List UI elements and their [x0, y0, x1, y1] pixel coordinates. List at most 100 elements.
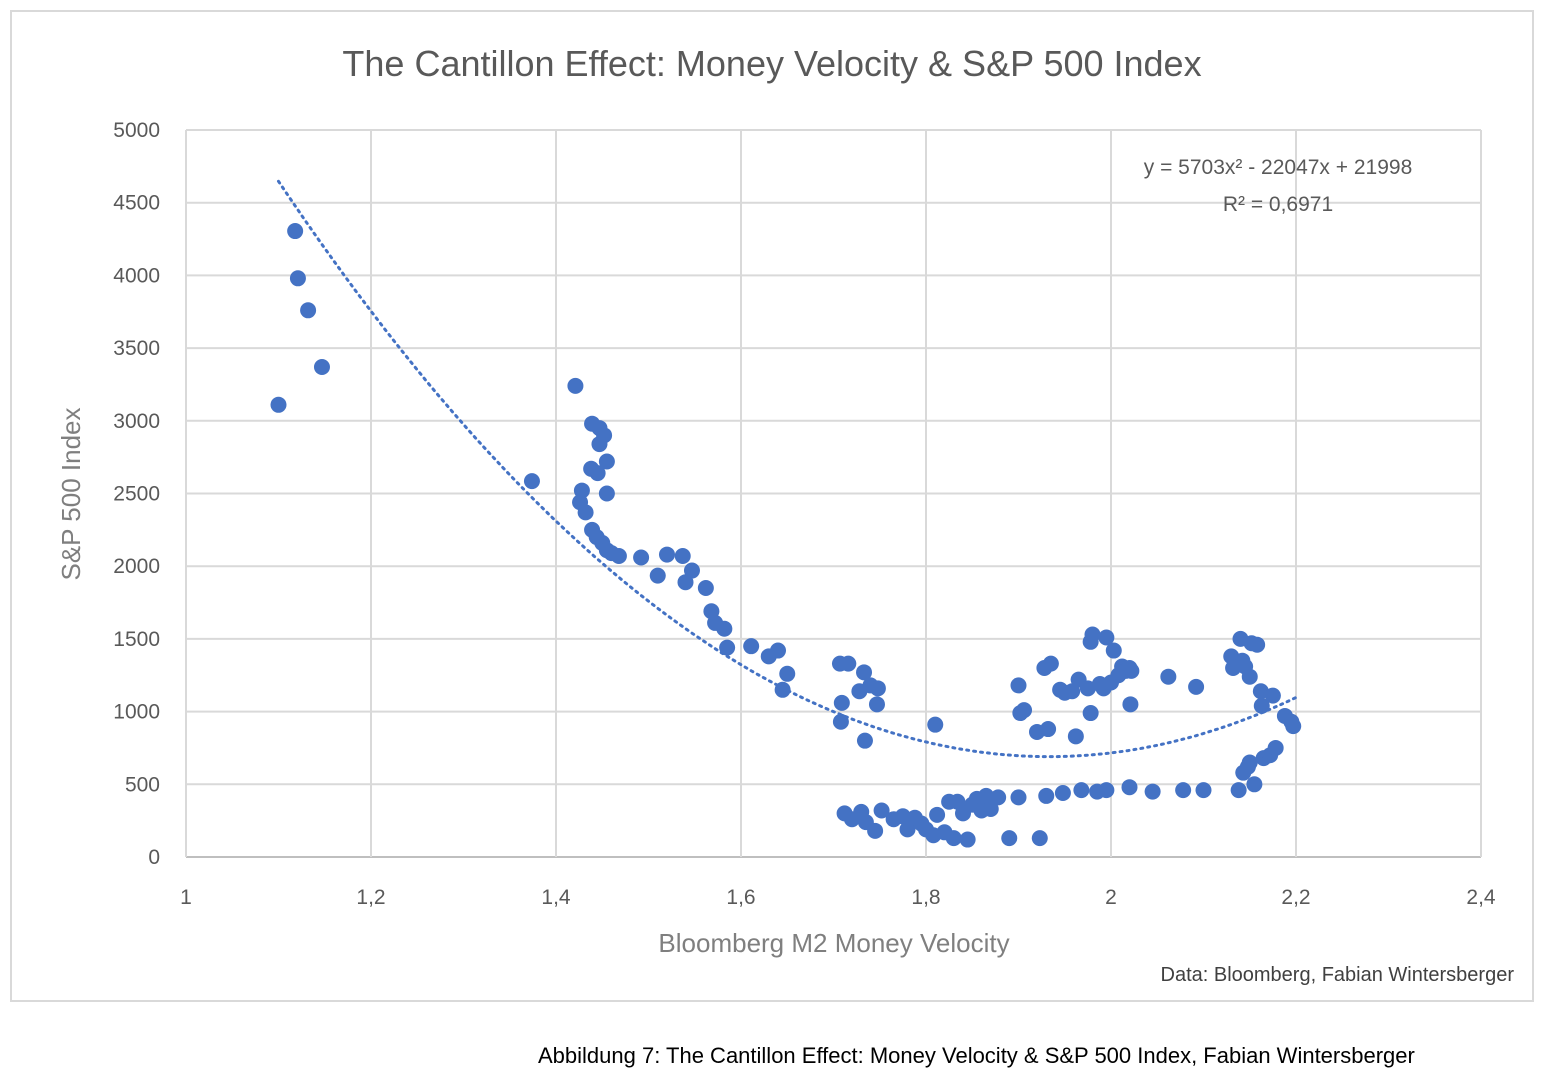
data-point	[313, 359, 330, 376]
data-point	[716, 620, 733, 637]
data-point	[1064, 683, 1081, 700]
data-point	[1175, 782, 1192, 799]
data-point	[270, 396, 287, 413]
data-point	[633, 549, 650, 566]
y-tick-label: 0	[148, 846, 160, 869]
data-point	[1079, 680, 1096, 697]
data-point	[840, 655, 857, 672]
data-point	[945, 830, 962, 847]
data-point	[867, 822, 884, 839]
data-point	[1105, 642, 1122, 659]
data-point	[1001, 830, 1018, 847]
data-point	[1010, 789, 1027, 806]
data-point	[978, 787, 995, 804]
data-point	[982, 801, 999, 818]
y-tick-label: 4000	[113, 264, 160, 287]
data-point	[677, 574, 694, 591]
data-point	[856, 664, 873, 681]
data-point	[674, 548, 691, 565]
data-point	[990, 789, 1007, 806]
data-point	[1285, 718, 1302, 735]
data-point	[1042, 655, 1059, 672]
data-point	[1067, 728, 1084, 745]
x-axis-label: Bloomberg M2 Money Velocity	[658, 928, 1009, 958]
figure-caption: Abbildung 7: The Cantillon Effect: Money…	[538, 1043, 1415, 1068]
data-point	[1038, 787, 1055, 804]
data-point	[833, 694, 850, 711]
data-point	[300, 302, 317, 319]
data-point	[1252, 683, 1269, 700]
data-point	[856, 732, 873, 749]
data-point	[649, 567, 666, 584]
x-tick-label: 1,8	[911, 886, 940, 909]
data-point	[589, 465, 606, 482]
gridlines	[185, 129, 1482, 858]
data-point	[868, 696, 885, 713]
data-point	[523, 473, 540, 490]
data-point	[832, 713, 849, 730]
data-point	[774, 681, 791, 698]
data-point	[719, 639, 736, 656]
trendline-r-squared: R² = 0,6971	[1223, 193, 1333, 216]
y-axis-ticks: 0 500 1000 1500 2000 2500 3000 3500 4000 4500 5000	[113, 119, 160, 869]
x-tick-label: 1,2	[356, 886, 385, 909]
data-point	[1264, 687, 1281, 704]
y-tick-label: 500	[125, 773, 160, 796]
y-tick-label: 3500	[113, 337, 160, 360]
data-point	[869, 680, 886, 697]
data-point	[1246, 776, 1263, 793]
data-point	[1122, 696, 1139, 713]
data-point	[1267, 739, 1284, 756]
data-point	[287, 223, 304, 240]
data-point	[289, 270, 306, 287]
data-point	[697, 580, 714, 597]
y-tick-label: 1500	[113, 628, 160, 651]
x-axis-ticks: 1 1,2 1,4 1,6 1,8 2 2,2 2,4	[180, 886, 1496, 909]
data-point	[1230, 782, 1247, 799]
data-point	[927, 716, 944, 733]
x-tick-label: 2,4	[1466, 886, 1496, 909]
data-point	[591, 436, 608, 453]
data-point	[1054, 785, 1071, 802]
data-point	[743, 638, 760, 655]
x-tick-label: 1,4	[541, 886, 571, 909]
data-points	[270, 223, 1302, 848]
data-point	[1040, 721, 1057, 738]
data-point	[683, 562, 700, 579]
data-point	[929, 806, 946, 823]
data-point	[1082, 705, 1099, 722]
data-point	[1098, 629, 1115, 646]
data-point	[1144, 783, 1161, 800]
data-point	[567, 377, 584, 394]
data-point	[1123, 662, 1140, 679]
data-point	[598, 453, 615, 470]
data-point	[1084, 626, 1101, 643]
data-point	[1241, 668, 1258, 685]
x-tick-label: 1	[180, 886, 192, 909]
x-tick-label: 2	[1105, 886, 1117, 909]
y-tick-label: 2000	[113, 555, 160, 578]
y-axis-label: S&P 500 Index	[56, 408, 86, 581]
data-point	[659, 546, 675, 563]
data-point	[1010, 677, 1027, 694]
data-point	[1160, 668, 1177, 685]
chart-frame	[10, 10, 1534, 1002]
y-tick-label: 1000	[113, 701, 160, 724]
x-tick-label: 2,2	[1281, 886, 1310, 909]
data-point	[1098, 782, 1115, 799]
data-point	[1031, 830, 1048, 847]
data-point	[1188, 678, 1205, 695]
data-point	[894, 808, 911, 825]
data-point	[1073, 782, 1090, 799]
trendline-equation: y = 5703x² - 22047x + 21998	[1144, 156, 1413, 179]
data-point	[1249, 636, 1266, 653]
data-point	[598, 485, 615, 502]
data-point	[770, 642, 786, 659]
y-tick-label: 2500	[113, 483, 160, 506]
data-point	[1016, 702, 1033, 719]
data-point	[959, 831, 976, 848]
data-point	[1253, 697, 1270, 714]
data-point	[873, 802, 890, 819]
data-point	[1121, 779, 1138, 796]
